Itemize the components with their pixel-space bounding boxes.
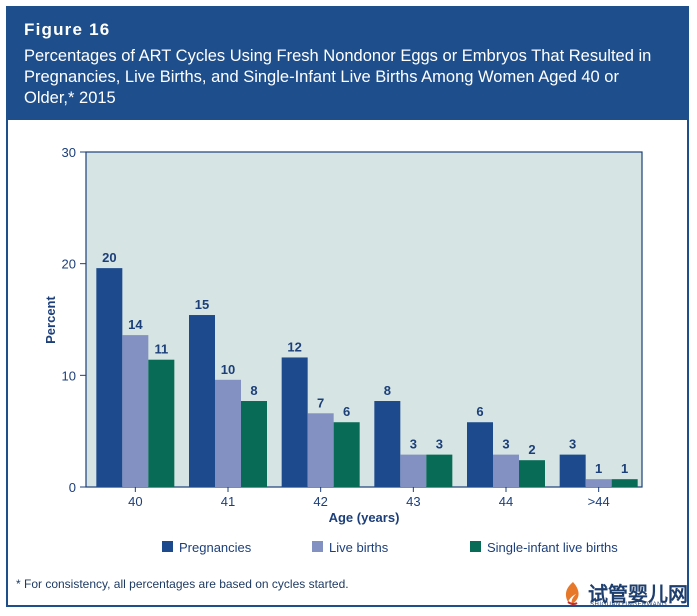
data-label: 3: [502, 437, 509, 452]
data-label: 6: [476, 404, 483, 419]
bar: [96, 268, 123, 487]
bar: [467, 422, 493, 487]
x-tick-label: 40: [128, 494, 142, 509]
x-tick-label: 44: [499, 494, 513, 509]
data-label: 7: [317, 395, 324, 410]
y-tick-label: 20: [62, 257, 76, 272]
data-label: 20: [102, 250, 116, 265]
legend-label: Single-infant live births: [487, 540, 618, 555]
bar: [281, 357, 308, 487]
data-label: 15: [195, 297, 209, 312]
bar: [493, 454, 519, 487]
data-label: 6: [343, 404, 350, 419]
bar: [189, 315, 215, 487]
x-tick-label: 43: [406, 494, 420, 509]
data-label: 14: [128, 317, 143, 332]
bar: [241, 401, 267, 487]
y-axis-title: Percent: [43, 295, 58, 343]
bar: [400, 454, 427, 487]
bar: [374, 401, 401, 487]
watermark-logo-icon: [565, 582, 579, 606]
bar: [307, 413, 334, 487]
y-tick-label: 30: [62, 145, 76, 160]
bar: [148, 359, 175, 487]
watermark-subtext: SHIGUANYINGERWANG: [590, 602, 668, 608]
legend-swatch: [470, 541, 481, 552]
x-axis-title: Age (years): [329, 510, 400, 525]
bar: [426, 454, 453, 487]
bar: [611, 479, 638, 487]
plot-area: [85, 151, 643, 488]
y-tick-label: 0: [69, 480, 76, 495]
data-label: 10: [221, 362, 235, 377]
watermark: 试管婴儿网 SHIGUANYINGERWANG: [560, 576, 690, 612]
bar: [559, 454, 586, 487]
data-label: 1: [595, 461, 602, 476]
bar: [122, 335, 149, 487]
bar: [215, 379, 241, 487]
data-label: 12: [287, 339, 301, 354]
data-label: 1: [621, 461, 628, 476]
bar: [333, 422, 360, 487]
data-label: 8: [250, 383, 257, 398]
watermark-text: 试管婴儿网: [588, 582, 688, 606]
data-label: 3: [436, 437, 443, 452]
legend-swatch: [312, 541, 323, 552]
bar: [519, 460, 545, 487]
data-label: 11: [154, 342, 168, 357]
data-label: 8: [384, 383, 391, 398]
footnote: * For consistency, all percentages are b…: [16, 577, 349, 591]
figure-label: Figure 16: [24, 20, 111, 39]
y-tick-label: 10: [62, 368, 76, 383]
bar: [585, 479, 612, 487]
data-label: 2: [528, 442, 535, 457]
data-label: 3: [569, 437, 576, 452]
legend-label: Pregnancies: [179, 540, 252, 555]
figure-header: Figure 16 Percentages of ART Cycles Usin…: [8, 8, 687, 120]
x-tick-label: >44: [588, 494, 610, 509]
x-tick-label: 41: [221, 494, 235, 509]
legend-label: Live births: [329, 540, 389, 555]
data-label: 3: [410, 437, 417, 452]
legend-swatch: [162, 541, 173, 552]
x-tick-label: 42: [313, 494, 327, 509]
figure-title: Percentages of ART Cycles Using Fresh No…: [24, 47, 652, 107]
